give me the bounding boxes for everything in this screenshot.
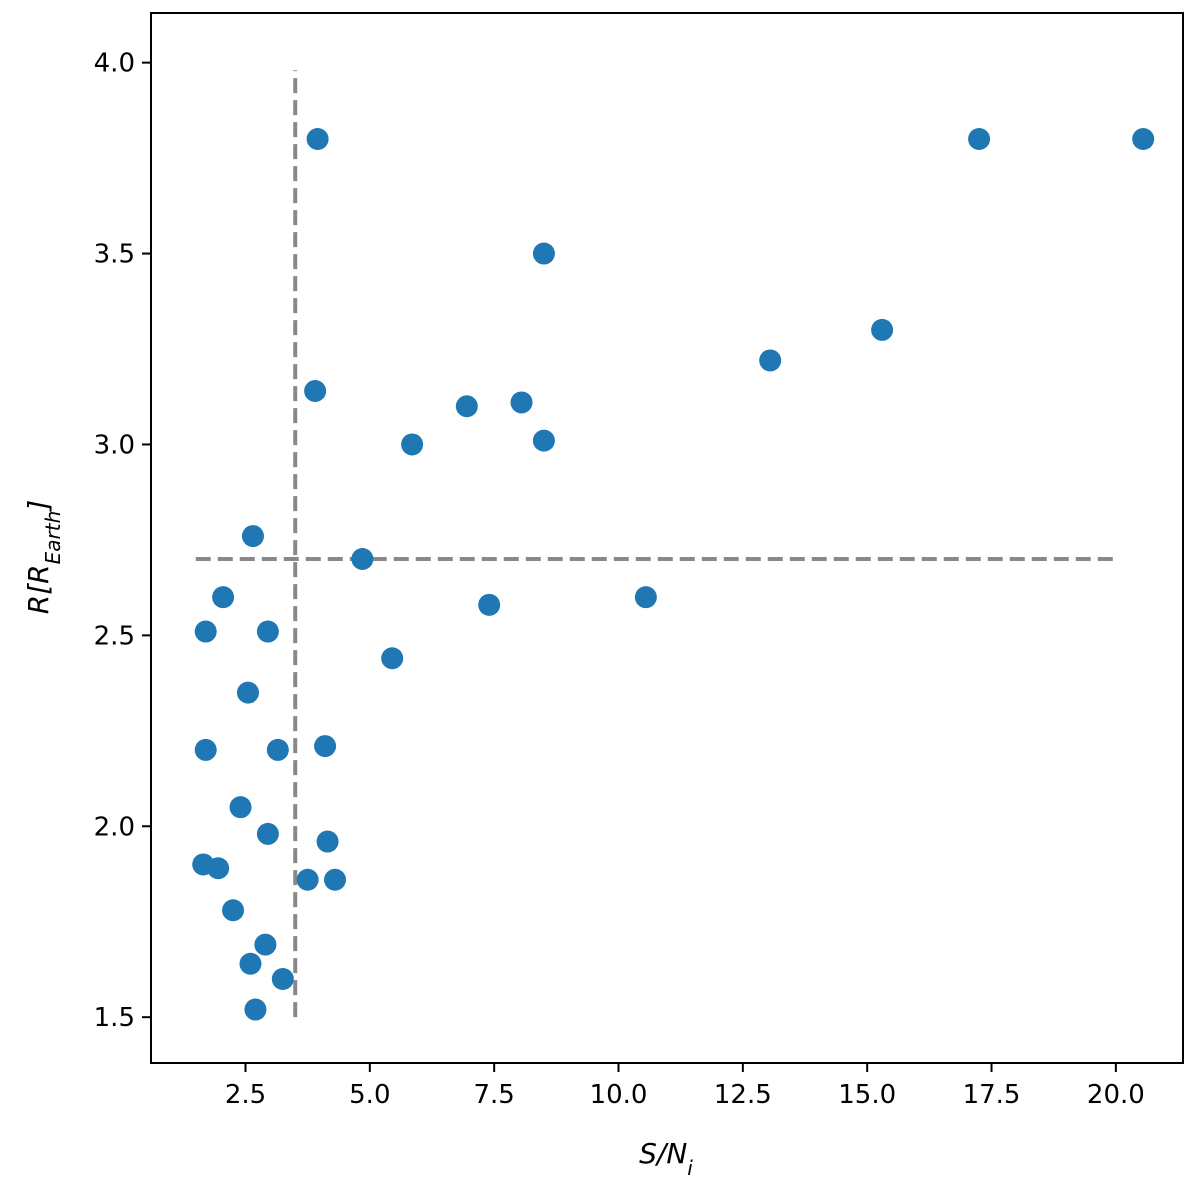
y-axis-label-suffix: ]: [22, 500, 55, 513]
data-point: [316, 830, 339, 853]
x-axis-label-sub: i: [687, 1156, 693, 1178]
data-point: [455, 395, 478, 418]
data-point: [254, 933, 277, 956]
data-point: [532, 429, 555, 452]
data-point: [207, 857, 230, 880]
data-point: [381, 647, 404, 670]
y-tick-label: 3.0: [94, 430, 135, 460]
x-tick-label: 5.0: [349, 1080, 390, 1110]
x-tick-label: 20.0: [1087, 1080, 1145, 1110]
y-tick-label: 2.5: [94, 621, 135, 651]
data-point: [271, 968, 294, 990]
data-point: [239, 952, 262, 975]
y-axis-label-prefix: R[R: [22, 564, 55, 614]
data-point: [241, 525, 264, 548]
data-point: [304, 380, 327, 402]
x-axis-ticks: 2.5 5.0 7.5 10.0 12.5 15.0 17.5 20.0: [225, 1063, 1145, 1110]
y-tick-label: 4.0: [94, 49, 135, 79]
data-point: [306, 128, 329, 150]
data-point: [532, 242, 555, 265]
data-point: [478, 593, 501, 616]
x-tick-label: 12.5: [714, 1080, 772, 1110]
x-tick-label: 2.5: [225, 1080, 266, 1110]
y-tick-label: 2.0: [94, 812, 135, 842]
threshold-lines: [195, 70, 1116, 1018]
data-point: [871, 318, 894, 341]
data-points: [192, 128, 1155, 1021]
x-axis-label: S/Ni: [639, 1137, 693, 1178]
data-point: [212, 586, 235, 609]
data-point: [324, 868, 347, 891]
data-point: [1132, 128, 1155, 150]
data-point: [401, 433, 424, 456]
x-tick-label: 10.0: [590, 1080, 648, 1110]
data-point: [296, 868, 319, 891]
y-axis-label-sub: Earth: [41, 511, 65, 565]
y-tick-label: 3.5: [94, 240, 135, 270]
data-point: [194, 620, 217, 643]
y-axis-label: R[REarth]: [22, 500, 65, 614]
data-point: [968, 128, 991, 150]
x-tick-label: 15.0: [838, 1080, 896, 1110]
data-point: [256, 620, 279, 643]
data-point: [314, 735, 337, 758]
data-point: [229, 796, 252, 819]
plot-frame: [150, 12, 1184, 1064]
x-axis-label-base: S/N: [639, 1137, 687, 1170]
data-point: [194, 738, 217, 761]
data-point: [236, 681, 259, 704]
data-point: [351, 548, 374, 570]
y-axis-ticks: 1.5 2.0 2.5 3.0 3.5 4.0: [94, 49, 151, 1033]
data-point: [634, 586, 657, 609]
data-point: [222, 899, 245, 922]
data-point: [266, 738, 289, 761]
data-point: [759, 349, 782, 372]
x-tick-label: 7.5: [473, 1080, 514, 1110]
y-tick-label: 1.5: [94, 1003, 135, 1033]
x-tick-label: 17.5: [963, 1080, 1021, 1110]
data-point: [256, 822, 279, 845]
data-point: [510, 391, 533, 414]
data-point: [244, 998, 267, 1021]
